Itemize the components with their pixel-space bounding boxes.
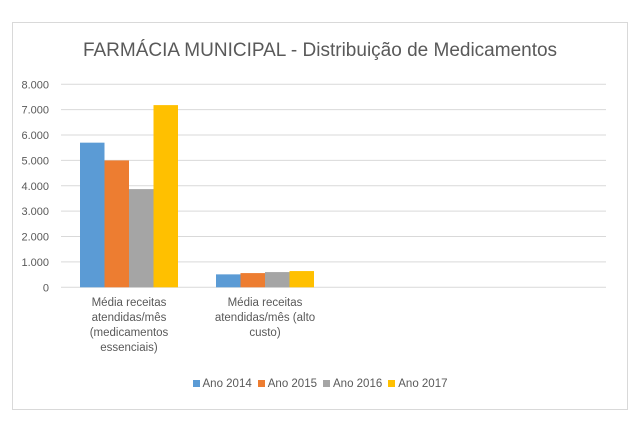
chart-frame xyxy=(12,22,628,410)
legend-label: Ano 2014 xyxy=(202,378,252,390)
x-category-label: Média receitas atendidas/mês (medicament… xyxy=(89,297,169,354)
legend-swatch xyxy=(323,380,330,387)
legend-swatch xyxy=(388,380,396,387)
bar-ano-2016 xyxy=(129,189,154,288)
bar-ano-2015 xyxy=(240,273,265,288)
bar-ano-2017 xyxy=(289,271,314,288)
chart-title: FARMÁCIA MUNICIPAL - Distribuição de Med… xyxy=(82,40,558,61)
x-category-label: Média receitas atendidas/mês (alto custo… xyxy=(214,297,316,339)
bar-ano-2014 xyxy=(80,142,105,288)
legend-item: Ano 2017 xyxy=(388,378,448,390)
legend-swatch xyxy=(192,380,200,387)
legend-item: Ano 2016 xyxy=(323,378,382,390)
bar-ano-2017 xyxy=(153,105,178,288)
y-tick-label: 4.000 xyxy=(21,181,49,193)
y-tick-label: 5.000 xyxy=(21,155,49,167)
y-tick-label: 2.000 xyxy=(21,232,49,244)
y-tick-label: 0 xyxy=(43,282,49,294)
legend-label: Ano 2017 xyxy=(398,378,448,390)
y-tick-label: 6.000 xyxy=(21,130,49,142)
y-tick-label: 1.000 xyxy=(21,257,49,269)
legend: Ano 2014 Ano 2015 Ano 2016 Ano 2017 xyxy=(0,378,640,390)
legend-swatch xyxy=(257,380,265,387)
y-tick-label: 3.000 xyxy=(21,206,49,218)
bar-ano-2014 xyxy=(216,274,241,288)
y-tick-label: 8.000 xyxy=(21,79,49,91)
y-tick-label: 7.000 xyxy=(21,105,49,117)
legend-item: Ano 2014 xyxy=(192,378,252,390)
bar-ano-2016 xyxy=(265,272,290,288)
legend-label: Ano 2015 xyxy=(267,378,317,390)
bar-ano-2015 xyxy=(104,160,129,288)
legend-item: Ano 2015 xyxy=(257,378,317,390)
legend-label: Ano 2016 xyxy=(333,378,383,390)
